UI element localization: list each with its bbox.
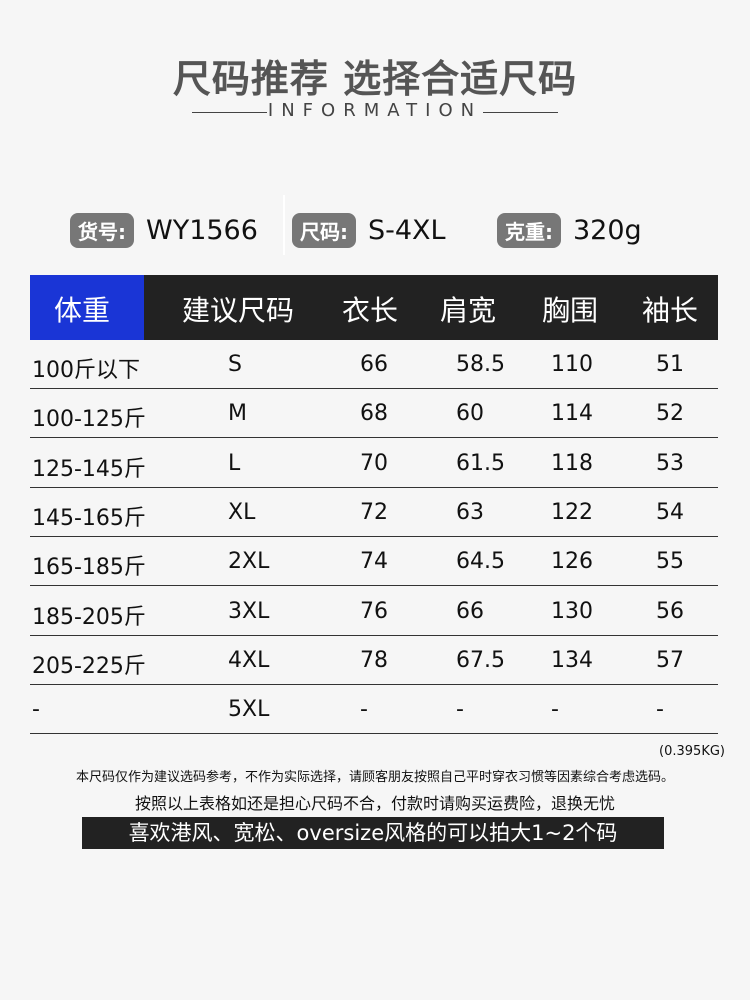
header-cell: 袖长 (642, 294, 699, 327)
table-cell: 53 (656, 450, 684, 476)
table-cell: 125-145斤 (32, 456, 146, 482)
info-item-size: 尺码: S-4XL (292, 212, 446, 248)
table-row: 125-145斤 L 70 61.5 118 53 (30, 439, 718, 488)
divider (483, 112, 558, 113)
table-cell: 134 (551, 647, 593, 673)
header-cell: 衣长 (342, 294, 399, 327)
weight-note: (0.395KG) (659, 744, 725, 759)
table-cell: - (551, 697, 559, 723)
table-header: 体重 建议尺码 衣长 肩宽 胸围 袖长 (30, 275, 718, 340)
table-cell: 58.5 (456, 352, 505, 377)
table-cell: 72 (360, 499, 388, 525)
header-cell: 肩宽 (440, 294, 497, 327)
table-cell: 110 (551, 352, 593, 377)
table-row: 100-125斤 M 68 60 114 52 (30, 389, 718, 439)
table-cell: 145-165斤 (32, 505, 146, 531)
table-cell: 60 (456, 401, 484, 427)
info-value: WY1566 (146, 214, 258, 246)
table-cell: 100-125斤 (32, 407, 146, 433)
table-cell: 165-185斤 (32, 555, 146, 581)
table-cell: 66 (456, 598, 484, 624)
table-cell: - (656, 697, 664, 723)
table-cell: 74 (360, 549, 388, 575)
table-cell: 100斤以下 (32, 358, 140, 383)
table-cell: L (228, 450, 241, 476)
info-item-number: 货号: WY1566 (70, 212, 258, 248)
fit-banner: 喜欢港风、宽松、oversize风格的可以拍大1~2个码 (82, 817, 664, 849)
table-cell: - (456, 697, 464, 723)
table-cell: 122 (551, 499, 593, 525)
table-cell: 57 (656, 647, 684, 673)
disclaimer: 本尺码仅作为建议选码参考，不作为实际选择，请顾客朋友按照自己平时穿衣习惯等因素综… (75, 770, 674, 785)
table-cell: - (32, 697, 40, 723)
table-cell: 130 (551, 598, 593, 624)
info-value: S-4XL (368, 214, 446, 246)
table-cell: 118 (551, 450, 593, 476)
table-cell: M (228, 401, 247, 427)
table-cell: 76 (360, 598, 388, 624)
table-cell: 54 (656, 499, 684, 525)
page-title: 尺码推荐 选择合适尺码 (172, 57, 578, 101)
insurance-note: 按照以上表格如还是担心尺码不合，付款时请购买运费险，退换无忧 (134, 794, 615, 813)
info-label: 货号: (70, 212, 134, 248)
table-cell: 5XL (228, 697, 270, 723)
table-cell: 4XL (228, 647, 270, 673)
table-row: 185-205斤 3XL 76 66 130 56 (30, 587, 718, 636)
table-cell: 126 (551, 549, 593, 575)
table-cell: 55 (656, 549, 684, 575)
info-label: 克重: (497, 212, 561, 248)
table-row: 100斤以下 S 66 58.5 110 51 (30, 340, 718, 389)
table-cell: 3XL (228, 598, 270, 624)
table-cell: 67.5 (456, 647, 505, 673)
table-cell: - (360, 697, 368, 723)
table-cell: XL (228, 499, 256, 525)
table-cell: 70 (360, 450, 388, 476)
table-cell: 52 (656, 401, 684, 427)
table-cell: 2XL (228, 549, 270, 575)
divider (192, 112, 267, 113)
divider (283, 195, 285, 255)
table-cell: 64.5 (456, 549, 505, 575)
table-row: 145-165斤 XL 72 63 122 54 (30, 488, 718, 537)
table-cell: 66 (360, 352, 388, 377)
table-cell: 68 (360, 401, 388, 427)
table-cell: 78 (360, 647, 388, 673)
table-cell: 205-225斤 (32, 653, 146, 679)
header-cell: 胸围 (542, 294, 599, 327)
table-cell: 114 (551, 401, 593, 427)
info-label: 尺码: (292, 212, 356, 248)
header-cell: 体重 (54, 294, 111, 327)
info-item-weight: 克重: 320g (497, 212, 642, 248)
table-cell: 56 (656, 598, 684, 624)
info-value: 320g (573, 214, 642, 246)
table-row: 165-185斤 2XL 74 64.5 126 55 (30, 537, 718, 587)
table-row: 205-225斤 4XL 78 67.5 134 57 (30, 636, 718, 685)
table-row: - 5XL - - - - (30, 685, 718, 735)
table-cell: S (228, 352, 242, 377)
header-cell: 建议尺码 (182, 294, 295, 327)
table-cell: 185-205斤 (32, 604, 146, 630)
table-cell: 63 (456, 499, 484, 525)
table-cell: 51 (656, 352, 684, 377)
page-subtitle: INFORMATION (267, 100, 483, 121)
header-highlight (30, 275, 144, 340)
table-cell: 61.5 (456, 450, 505, 476)
